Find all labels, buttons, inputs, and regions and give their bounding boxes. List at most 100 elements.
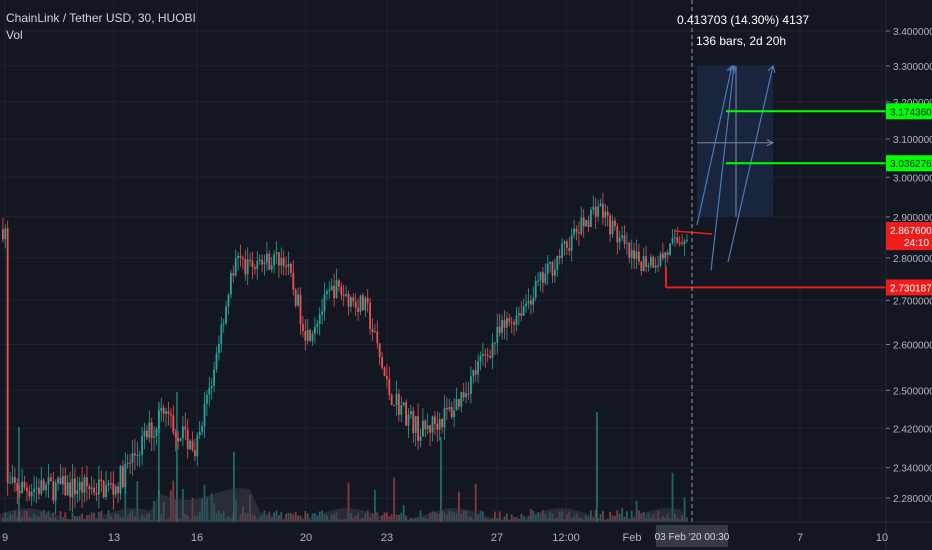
volume-area (0, 488, 688, 522)
price-tick-label: 2.280000 (893, 494, 932, 505)
candle-body (496, 326, 499, 343)
candle-body (220, 324, 223, 345)
candle-body (446, 407, 448, 410)
volume-bar (306, 513, 309, 522)
volume-bar (395, 514, 398, 522)
candle-body (647, 265, 650, 267)
candle-body (160, 407, 163, 412)
price-tick-label: 2.420000 (893, 424, 932, 435)
volume-bar (287, 512, 290, 522)
candle-body (150, 422, 153, 438)
candle-body (582, 217, 585, 227)
candle-body (652, 256, 655, 268)
price-label-bg (886, 155, 932, 172)
candle-body (268, 253, 271, 270)
candle-body (275, 252, 278, 255)
candle-body (338, 280, 340, 287)
candle-body (299, 294, 302, 325)
candle-body (508, 318, 511, 323)
candlestick-series (2, 192, 688, 515)
candle-body (398, 393, 400, 415)
candle-body (503, 320, 506, 328)
candle-body (256, 260, 259, 270)
volume-bar (383, 512, 386, 522)
candle-body (294, 289, 297, 306)
candle-body (378, 343, 381, 358)
candle-body (201, 426, 203, 432)
candle-body (112, 483, 115, 495)
candle-body (642, 256, 645, 272)
candle-body (525, 303, 527, 307)
chart-legend: ChainLink / Tether USD, 30, HUOBI Vol (6, 10, 196, 44)
volume-spike (18, 427, 20, 522)
candle-body (364, 297, 367, 311)
candle-body (491, 342, 494, 358)
candle-body (400, 405, 403, 415)
time-cursor-label: 03 Feb '20 00:30 (655, 532, 730, 543)
candle-body (114, 486, 117, 495)
candle-body (486, 354, 489, 357)
candle-body (602, 203, 604, 218)
candle-body (678, 242, 681, 244)
candle-body (270, 265, 273, 270)
volume-bar (393, 477, 395, 522)
candle-body (431, 416, 434, 433)
candle-body (434, 416, 436, 424)
candle-body (141, 436, 143, 455)
candle-body (326, 291, 328, 295)
price-label: 3.174360 (890, 107, 932, 118)
candle-body (686, 239, 688, 241)
candle-body (513, 322, 515, 325)
candle-body (465, 393, 467, 398)
candle-body (11, 477, 14, 483)
candle-body (50, 477, 52, 482)
candle-body (638, 251, 640, 262)
volume-bar (74, 516, 76, 522)
price-tick-label: 3.100000 (893, 135, 932, 146)
volume-bar (626, 511, 628, 522)
candle-body (347, 293, 350, 307)
volume-bar (297, 515, 299, 522)
candle-body (311, 333, 314, 341)
candle-body (345, 293, 347, 296)
candle-body (237, 255, 239, 259)
price-axis: 3.4000003.3000003.2000003.1000003.000000… (885, 0, 932, 550)
candle-body (239, 255, 242, 258)
candle-body (458, 399, 460, 407)
candle-body (117, 486, 119, 494)
candle-body (186, 429, 189, 450)
time-cursor-bg (656, 525, 728, 547)
measure-change: 0.413703 (14.30%) 4137 (677, 13, 810, 27)
candle-body (594, 206, 597, 217)
candle-body (510, 322, 513, 324)
candle-body (263, 262, 266, 265)
volume-spike (596, 412, 598, 522)
candle-body (551, 262, 554, 276)
volume-bar (458, 491, 460, 522)
volume-bar (124, 479, 127, 522)
volume-bar (86, 515, 88, 522)
price-tick-label: 2.800000 (893, 254, 932, 265)
volume-bar (611, 515, 614, 522)
candle-body (290, 263, 292, 273)
volume-bar (81, 513, 83, 522)
candle-body (597, 206, 599, 217)
candle-body (2, 229, 4, 240)
candle-body (618, 237, 621, 243)
price-label: 2.867600 (890, 226, 932, 237)
candle-body (210, 385, 213, 389)
candle-body (666, 252, 669, 255)
price-label: 2.730187 (890, 283, 932, 294)
candle-body (153, 436, 155, 438)
price-tick-label: 3.300000 (893, 62, 932, 73)
candle-body (52, 481, 55, 501)
volume-bar (506, 513, 508, 522)
candle-body (645, 256, 647, 267)
candle-body (206, 394, 208, 404)
candle-body (549, 262, 551, 264)
candle-body (33, 488, 35, 493)
candle-body (417, 416, 419, 441)
candle-body (230, 273, 232, 295)
volume-spike (158, 402, 160, 522)
